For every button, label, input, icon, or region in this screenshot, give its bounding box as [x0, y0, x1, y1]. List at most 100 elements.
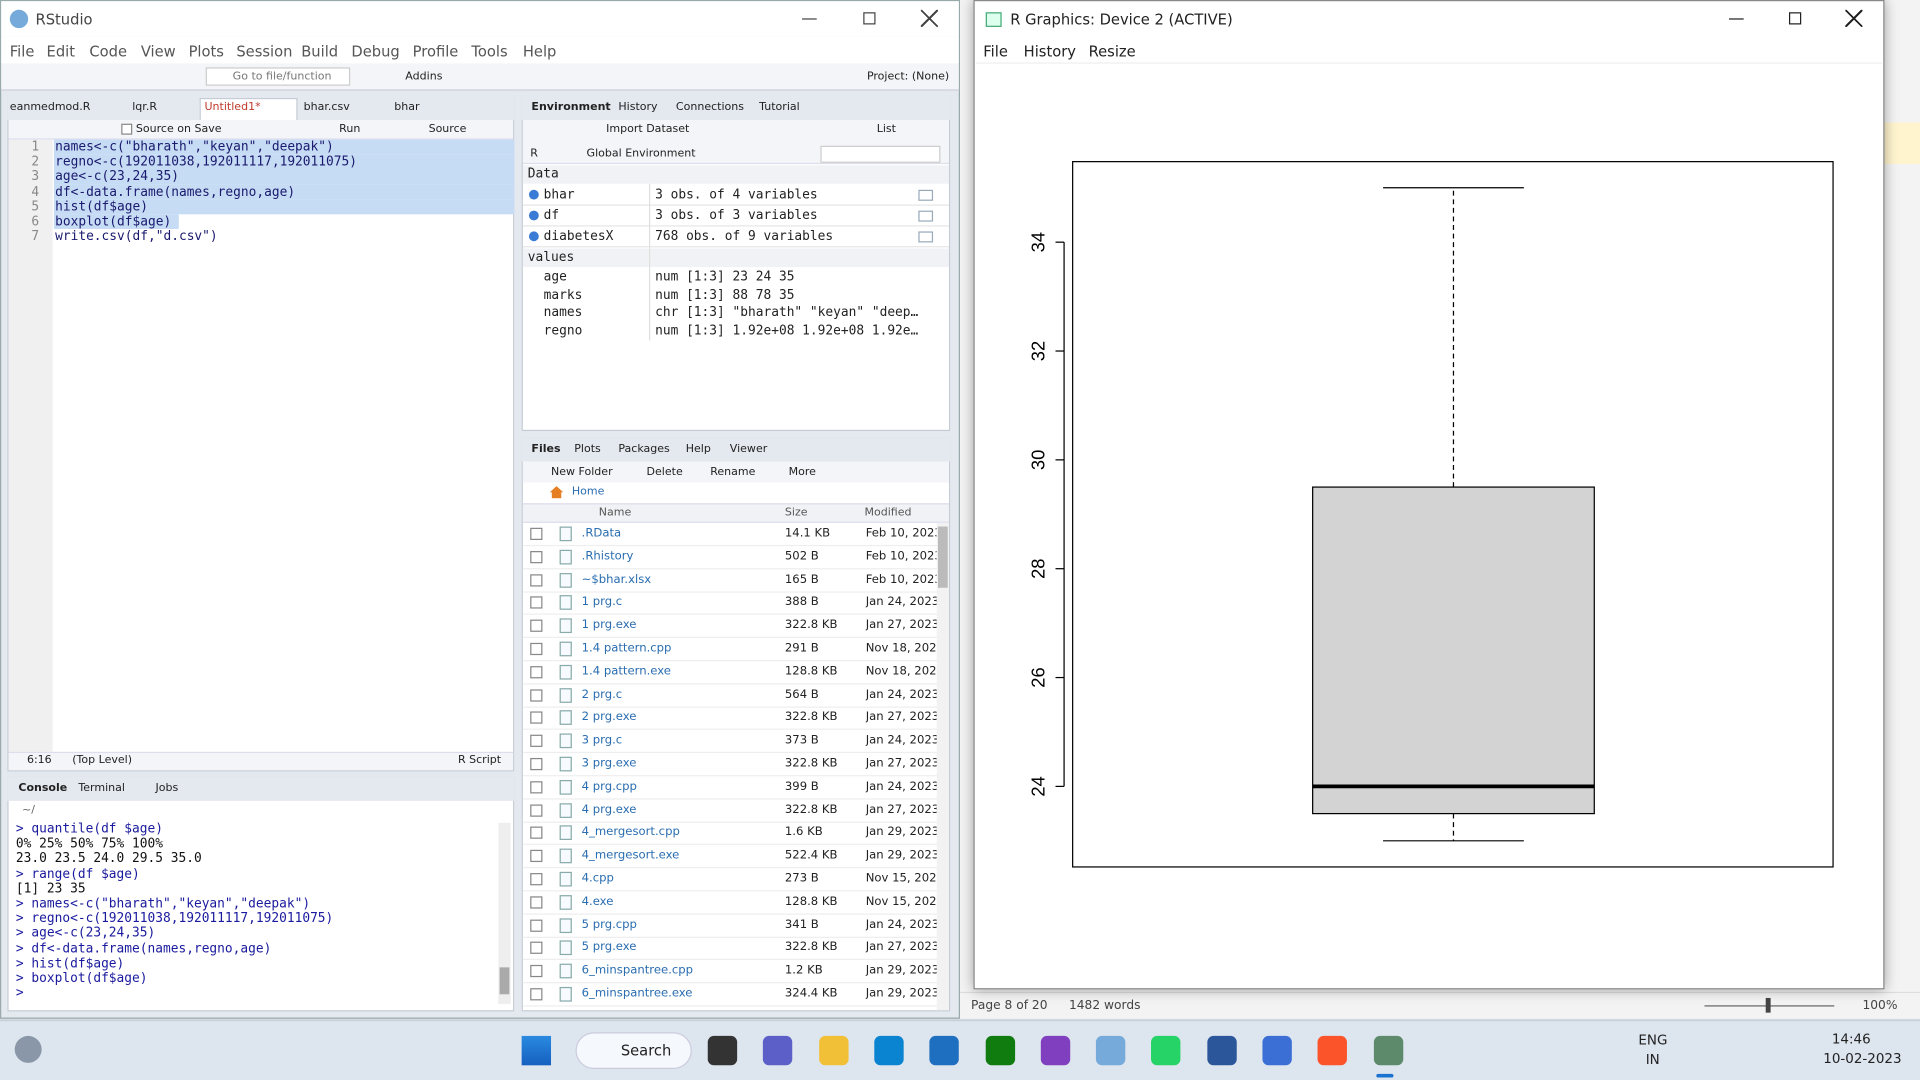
- taskbar-app-icon[interactable]: [818, 1035, 849, 1066]
- file-checkbox[interactable]: [530, 619, 543, 633]
- region-indicator[interactable]: IN: [1645, 1051, 1660, 1068]
- file-checkbox[interactable]: [530, 850, 543, 863]
- file-name[interactable]: 1 prg.c: [581, 595, 623, 610]
- taskbar-app-icon[interactable]: [1040, 1035, 1070, 1066]
- file-checkbox[interactable]: [530, 919, 543, 932]
- env-tab[interactable]: Connections: [675, 101, 745, 114]
- file-name[interactable]: 4.exe: [581, 894, 614, 909]
- console-scroll-thumb[interactable]: [499, 967, 510, 995]
- menu-item[interactable]: File: [9, 42, 35, 60]
- menu-item[interactable]: Build: [301, 42, 339, 60]
- file-name[interactable]: 1.4 pattern.cpp: [581, 641, 672, 656]
- editor-tab-label[interactable]: lqr.R: [132, 101, 157, 114]
- editor-tab-label[interactable]: bhar: [394, 101, 420, 114]
- file-checkbox[interactable]: [530, 896, 543, 909]
- minimize-button[interactable]: [1728, 18, 1744, 20]
- env-tab[interactable]: Environment: [531, 101, 611, 114]
- addins-button[interactable]: Addins: [405, 71, 443, 84]
- file-checkbox[interactable]: [530, 965, 543, 978]
- menu-item[interactable]: Profile: [412, 42, 459, 60]
- maximize-button[interactable]: [863, 12, 876, 25]
- file-name[interactable]: 5 prg.exe: [581, 940, 637, 955]
- file-checkbox[interactable]: [530, 596, 543, 610]
- menu-item[interactable]: Session: [236, 42, 293, 60]
- run-button[interactable]: Run: [339, 123, 361, 136]
- column-header[interactable]: Name: [598, 506, 632, 520]
- file-checkbox[interactable]: [530, 527, 543, 540]
- file-name[interactable]: 4 prg.exe: [581, 802, 637, 817]
- maximize-button[interactable]: [1788, 12, 1802, 25]
- scope-selector[interactable]: (Top Level): [72, 754, 133, 767]
- env-search[interactable]: [820, 145, 941, 163]
- taskbar-app-icon[interactable]: [985, 1035, 1015, 1066]
- file-name[interactable]: 6_minspantree.exe: [581, 986, 693, 1001]
- close-button[interactable]: [920, 9, 938, 27]
- view-table-icon[interactable]: [918, 189, 934, 201]
- view-table-icon[interactable]: [918, 210, 934, 222]
- menu-item[interactable]: Code: [89, 42, 128, 60]
- minimize-button[interactable]: [802, 18, 817, 20]
- file-checkbox[interactable]: [530, 780, 543, 794]
- files-tab[interactable]: Viewer: [729, 443, 768, 456]
- clock-time[interactable]: 14:46: [1831, 1031, 1871, 1047]
- taskbar-app-icon[interactable]: [1373, 1035, 1403, 1066]
- file-name[interactable]: 4_mergesort.cpp: [581, 825, 680, 840]
- file-name[interactable]: .Rhistory: [581, 549, 634, 564]
- search-box[interactable]: [575, 1032, 692, 1069]
- view-table-icon[interactable]: [918, 231, 934, 243]
- env-tab[interactable]: History: [618, 101, 658, 114]
- files-scroll-thumb[interactable]: [937, 526, 948, 588]
- file-checkbox[interactable]: [530, 665, 543, 679]
- graphics-menu-item[interactable]: Resize: [1088, 42, 1136, 60]
- file-name[interactable]: ~$bhar.xlsx: [581, 572, 652, 587]
- source-on-save-checkbox[interactable]: [121, 123, 133, 135]
- taskbar-app-icon[interactable]: [874, 1035, 904, 1066]
- object-name[interactable]: df: [543, 208, 560, 223]
- file-checkbox[interactable]: [530, 734, 543, 748]
- graphics-menu-item[interactable]: File: [983, 42, 1008, 60]
- taskbar-app-icon[interactable]: [929, 1035, 960, 1066]
- expand-icon[interactable]: [528, 231, 539, 242]
- taskbar-app-icon[interactable]: [1262, 1035, 1292, 1066]
- menu-item[interactable]: Plots: [188, 42, 224, 60]
- file-name[interactable]: 6_minspantree.cpp: [581, 963, 694, 978]
- env-tab[interactable]: Tutorial: [759, 101, 800, 114]
- menu-item[interactable]: View: [140, 42, 176, 60]
- taskbar-app-icon[interactable]: [1151, 1035, 1181, 1066]
- expand-icon[interactable]: [528, 210, 539, 221]
- zoom-thumb[interactable]: [1765, 997, 1771, 1013]
- project-button[interactable]: Project: (None): [866, 71, 950, 84]
- menu-item[interactable]: Tools: [471, 42, 508, 60]
- start-button[interactable]: [521, 1035, 552, 1066]
- column-header[interactable]: Size: [784, 506, 808, 520]
- file-type-selector[interactable]: R Script: [457, 754, 502, 767]
- file-name[interactable]: 3 prg.c: [581, 733, 623, 748]
- files-toolbar-button[interactable]: New Folder: [551, 466, 613, 479]
- file-checkbox[interactable]: [530, 642, 543, 656]
- clock-date[interactable]: 10-02-2023: [1823, 1050, 1902, 1067]
- files-toolbar-button[interactable]: Rename: [710, 466, 756, 479]
- files-tab[interactable]: Plots: [574, 443, 601, 456]
- file-checkbox[interactable]: [530, 757, 543, 771]
- editor-tab[interactable]: [199, 97, 298, 120]
- file-checkbox[interactable]: [530, 573, 543, 587]
- file-checkbox[interactable]: [530, 827, 543, 840]
- breadcrumb[interactable]: Home: [571, 486, 605, 499]
- expand-icon[interactable]: [528, 189, 539, 200]
- menu-item[interactable]: Edit: [46, 42, 75, 60]
- file-name[interactable]: 2 prg.exe: [581, 710, 637, 725]
- file-name[interactable]: 2 prg.c: [581, 687, 623, 702]
- files-toolbar-button[interactable]: Delete: [646, 466, 683, 479]
- file-name[interactable]: 3 prg.exe: [581, 756, 637, 771]
- taskbar-app-icon[interactable]: [707, 1035, 738, 1066]
- file-name[interactable]: 1 prg.exe: [581, 618, 637, 633]
- file-checkbox[interactable]: [530, 942, 543, 955]
- graphics-menu-item[interactable]: History: [1023, 42, 1076, 60]
- editor-tab-label[interactable]: eanmedmod.R: [9, 101, 91, 114]
- files-tab[interactable]: Help: [685, 443, 711, 456]
- file-checkbox[interactable]: [530, 988, 543, 1001]
- files-tab[interactable]: Packages: [618, 443, 670, 456]
- file-name[interactable]: 1.4 pattern.exe: [581, 664, 671, 679]
- file-name[interactable]: 5 prg.cpp: [581, 917, 637, 932]
- files-toolbar-button[interactable]: More: [788, 466, 816, 479]
